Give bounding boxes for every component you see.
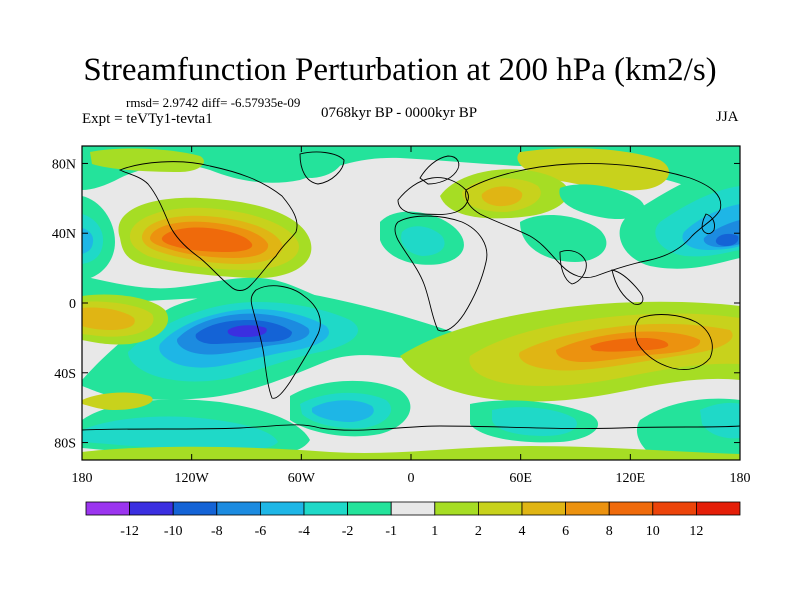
colorbar-swatch xyxy=(521,501,566,516)
colorbar-label: 4 xyxy=(519,524,526,539)
colorbar-swatch xyxy=(477,501,523,516)
colorbar-swatch xyxy=(347,501,392,516)
coast-africa xyxy=(394,215,488,332)
x-tick-label: 60E xyxy=(509,471,532,486)
contour-atlantic-cyan xyxy=(401,226,445,256)
coast-south-america xyxy=(250,285,321,399)
colorbar-label: 10 xyxy=(646,524,660,539)
colorbar-swatch xyxy=(259,501,305,516)
contour-east-europe-green xyxy=(559,184,645,220)
x-tick-label: 60W xyxy=(288,471,316,486)
contour-so-ind-cyan xyxy=(492,407,578,436)
coast-scandinavia xyxy=(419,155,460,185)
colorbar-label: -8 xyxy=(211,524,223,539)
contour-aus-red xyxy=(590,338,669,352)
contour-nwpac-core xyxy=(715,233,739,246)
colorbar-swatch xyxy=(303,501,348,516)
colorbar-swatch xyxy=(652,501,697,516)
colorbar-swatch xyxy=(696,501,741,516)
x-tick-label: 180 xyxy=(730,471,751,486)
y-tick-label: 40S xyxy=(54,367,76,382)
coast-europe xyxy=(397,177,469,215)
x-tick-label: 120E xyxy=(616,471,646,486)
colorbar-swatch xyxy=(216,501,261,516)
colorbar-label: 8 xyxy=(606,524,613,539)
contour-med-orange xyxy=(481,186,523,207)
x-tick-label: 180 xyxy=(72,471,93,486)
y-tick-label: 80N xyxy=(52,157,76,172)
colorbar-swatch xyxy=(172,501,218,516)
x-tick-label: 120W xyxy=(175,471,210,486)
colorbar-label: -1 xyxy=(385,524,397,539)
colorbar-swatch xyxy=(85,501,130,516)
colorbar xyxy=(85,501,741,516)
x-tick-label: 0 xyxy=(408,471,415,486)
colorbar-label: 6 xyxy=(562,524,569,539)
colorbar-labels: -12 -10 -8 -6 -4 -2 -1 1 2 4 6 8 10 12 xyxy=(120,524,703,539)
coast-japan xyxy=(701,213,715,235)
colorbar-swatch xyxy=(434,501,479,516)
coast-antarctica xyxy=(82,424,740,431)
season-label: JJA xyxy=(716,109,739,125)
contour-cpac-orange xyxy=(82,307,135,330)
contour-africa-green xyxy=(520,215,607,262)
coast-greenland xyxy=(299,151,345,185)
contour-so-cyan xyxy=(82,416,278,452)
contour-alaska-yellow xyxy=(90,148,204,172)
colorbar-label: 2 xyxy=(475,524,482,539)
experiment-label: Expt = teVTy1-tevta1 xyxy=(82,111,213,127)
chart-title: Streamfunction Perturbation at 200 hPa (… xyxy=(83,52,717,88)
coast-north-america xyxy=(118,161,298,291)
y-tick-label: 0 xyxy=(69,297,76,312)
contour-greenland-green xyxy=(268,146,346,178)
colorbar-swatch xyxy=(608,501,654,516)
colorbar-swatch xyxy=(129,501,174,516)
coast-asia xyxy=(465,163,722,278)
coastlines xyxy=(82,151,740,431)
field-layer xyxy=(82,146,740,460)
coast-australia xyxy=(634,314,713,370)
contour-so-atl-blue xyxy=(312,400,374,422)
stats-line: rmsd= 2.9742 diff= -6.57935e-09 xyxy=(126,95,301,110)
colorbar-label: -10 xyxy=(164,524,183,539)
contour-wpac-blue-west xyxy=(82,228,94,254)
colorbar-swatch xyxy=(565,501,610,516)
colorbar-label: -2 xyxy=(342,524,354,539)
colorbar-label: -4 xyxy=(298,524,310,539)
contour-so-yellow xyxy=(82,392,153,410)
y-tick-label: 40N xyxy=(52,227,76,242)
contour-so-pac-cyan xyxy=(700,402,740,439)
colorbar-label: 1 xyxy=(431,524,438,539)
colorbar-swatch xyxy=(390,501,436,516)
contour-spac-inner xyxy=(227,325,267,337)
colorbar-label: -6 xyxy=(255,524,267,539)
colorbar-label: 12 xyxy=(689,524,703,539)
x-axis: 180 120W 60W 0 60E 120E 180 xyxy=(72,146,751,486)
y-tick-label: 80S xyxy=(54,437,76,452)
y-axis: 80N 40N 0 40S 80S xyxy=(52,157,740,452)
coast-india xyxy=(559,250,587,285)
period-label: 0768kyr BP - 0000kyr BP xyxy=(321,105,478,121)
coast-southeast-asia xyxy=(611,269,644,305)
contour-antarctic-green xyxy=(82,446,740,460)
colorbar-label: -12 xyxy=(120,524,139,539)
contour-namerica-red xyxy=(161,227,253,252)
